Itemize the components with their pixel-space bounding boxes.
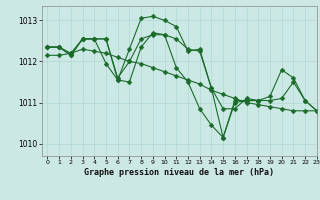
X-axis label: Graphe pression niveau de la mer (hPa): Graphe pression niveau de la mer (hPa) [84, 168, 274, 177]
